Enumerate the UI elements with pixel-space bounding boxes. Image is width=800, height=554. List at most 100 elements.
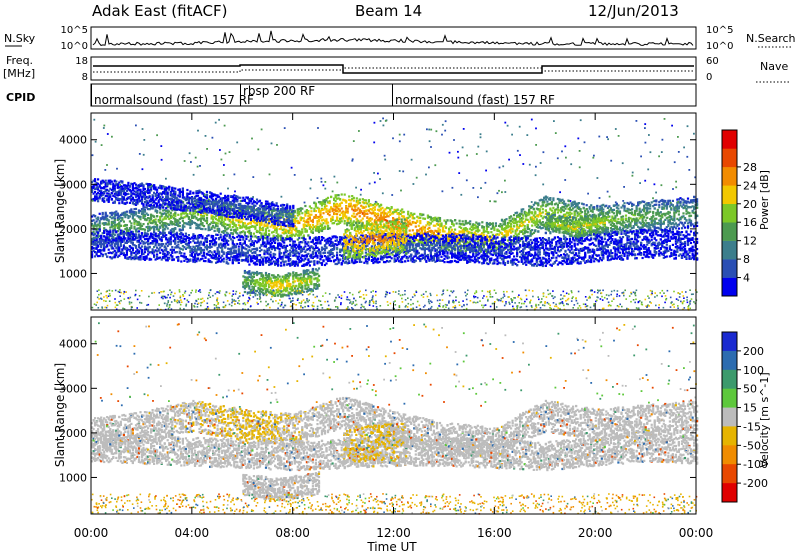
heatmap-cell [201, 228, 204, 231]
heatmap-cell [116, 225, 119, 228]
heatmap-cell [295, 220, 298, 223]
nave-tick-top: 60 [706, 56, 719, 67]
heatmap-cell [110, 213, 113, 217]
heatmap-cell [337, 220, 340, 223]
heatmap-cell [307, 211, 310, 214]
heatmap-cell [290, 226, 293, 229]
heatmap-cell [411, 229, 414, 232]
heatmap-cell [316, 226, 319, 229]
heatmap-cell [212, 215, 215, 218]
heatmap-cell [373, 212, 376, 215]
heatmap-cell [361, 198, 364, 201]
heatmap-cell [322, 208, 325, 211]
heatmap-cell [237, 224, 240, 227]
heatmap-cell [357, 199, 360, 203]
heatmap-cell [177, 257, 180, 260]
heatmap-cell [157, 228, 160, 231]
heatmap-cell [118, 224, 121, 227]
heatmap-cell [252, 219, 255, 222]
heatmap-cell [682, 223, 685, 226]
heatmap-cell [308, 227, 311, 230]
heatmap-cell [688, 211, 691, 215]
heatmap-cell [124, 223, 127, 227]
heatmap-cell [358, 201, 361, 204]
heatmap-cell [189, 245, 192, 249]
heatmap-cell [160, 220, 163, 223]
heatmap-cell [348, 203, 351, 206]
heatmap-cell [487, 231, 490, 234]
heatmap-cell [153, 215, 156, 218]
heatmap-cell [145, 218, 148, 221]
heatmap-cell [184, 222, 187, 225]
heatmap-cell [166, 215, 169, 218]
heatmap-cell [417, 216, 420, 220]
heatmap-cell [156, 239, 159, 242]
heatmap-cell [343, 211, 346, 214]
heatmap-cell [333, 197, 336, 200]
heatmap-cell [395, 225, 398, 228]
heatmap-cell [658, 203, 661, 206]
heatmap-cell [189, 226, 192, 229]
heatmap-cell [283, 232, 286, 235]
heatmap-cell [482, 227, 485, 231]
heatmap-cell [269, 220, 272, 223]
heatmap-cell [673, 219, 676, 222]
heatmap-cell [624, 217, 628, 221]
heatmap-cell [464, 219, 467, 223]
heatmap-cell [653, 220, 656, 223]
heatmap-cell [224, 218, 227, 221]
heatmap-cell [199, 214, 203, 217]
heatmap-cell [280, 238, 283, 241]
heatmap-cell [336, 213, 339, 216]
heatmap-cell [304, 224, 307, 227]
heatmap-cell [385, 212, 389, 215]
heatmap-cell [131, 216, 134, 219]
heatmap-cell [219, 204, 222, 208]
heatmap-cell [308, 224, 311, 227]
heatmap-cell [134, 233, 138, 236]
heatmap-cell [289, 213, 292, 216]
heatmap-cell [215, 214, 218, 218]
heatmap-cell [286, 209, 289, 212]
heatmap-cell [202, 251, 206, 254]
heatmap-cell [658, 206, 661, 209]
nsky-tick-bottom: 10^0 [61, 41, 88, 52]
heatmap-cell [319, 216, 322, 220]
heatmap-cell [148, 221, 151, 224]
heatmap-cell [202, 214, 206, 218]
heatmap-cell [189, 259, 192, 262]
heatmap-cell [469, 220, 472, 223]
heatmap-cell [196, 213, 200, 216]
heatmap-cell [254, 217, 257, 220]
heatmap-cell [354, 205, 357, 208]
heatmap-cell [272, 226, 275, 229]
heatmap-cell [177, 243, 180, 246]
heatmap-cell [216, 225, 219, 228]
heatmap-cell [612, 208, 615, 211]
heatmap-cell [286, 217, 289, 220]
heatmap-cell [130, 213, 133, 216]
heatmap-cell [156, 210, 159, 213]
heatmap-cell [411, 220, 414, 224]
heatmap-cell [172, 201, 175, 204]
heatmap-cell [385, 219, 389, 222]
heatmap-cell [125, 232, 128, 235]
heatmap-cell [370, 229, 373, 232]
heatmap-cell [178, 221, 181, 224]
heatmap-cell [145, 257, 148, 260]
heatmap-cell [133, 225, 136, 228]
heatmap-cell [526, 218, 529, 221]
heatmap-cell [140, 210, 144, 213]
heatmap-cell [192, 215, 195, 218]
heatmap-cell [113, 249, 116, 252]
heatmap-cell [591, 210, 594, 213]
heatmap-cell [339, 213, 342, 216]
heatmap-cell [106, 255, 109, 258]
heatmap-cell [358, 211, 361, 214]
heatmap-cell [134, 228, 138, 231]
heatmap-cell [128, 209, 131, 212]
heatmap-cell [107, 219, 110, 222]
heatmap-cell [260, 228, 263, 231]
heatmap-cell [286, 224, 289, 227]
heatmap-cell [199, 251, 203, 254]
